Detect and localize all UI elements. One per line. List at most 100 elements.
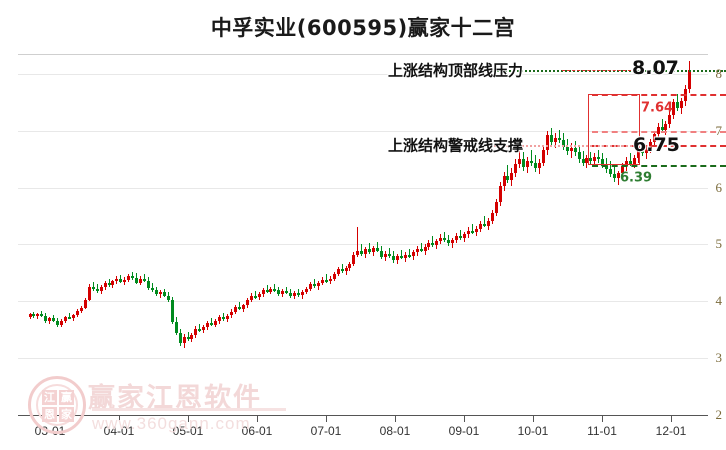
candle bbox=[455, 233, 459, 244]
candle-body bbox=[597, 156, 601, 160]
candle-body bbox=[150, 288, 154, 291]
gann-line-675 bbox=[592, 144, 726, 147]
candle-body bbox=[498, 186, 502, 203]
candle-body bbox=[182, 336, 186, 344]
candle bbox=[597, 150, 601, 163]
candle-body bbox=[332, 274, 336, 279]
candle-body bbox=[439, 237, 443, 242]
candle-body bbox=[490, 213, 494, 221]
candle bbox=[506, 164, 510, 184]
candle bbox=[613, 165, 617, 182]
candle-wick bbox=[298, 288, 300, 297]
candle-body bbox=[506, 176, 510, 180]
candle-body bbox=[253, 295, 257, 298]
candle-body bbox=[593, 156, 597, 162]
page-title: 中孚实业(600595)赢家十二宫 bbox=[210, 16, 516, 40]
candle bbox=[150, 283, 154, 293]
candle-wick bbox=[582, 151, 584, 166]
candle bbox=[538, 159, 542, 174]
candle-wick bbox=[325, 274, 327, 284]
candle-body bbox=[447, 240, 451, 244]
candle bbox=[198, 324, 202, 332]
candle bbox=[32, 311, 36, 319]
candle-body bbox=[75, 310, 79, 315]
candle-body bbox=[609, 169, 613, 174]
candle-body bbox=[147, 280, 150, 289]
candle bbox=[123, 277, 127, 286]
candle-wick bbox=[460, 229, 462, 240]
candle-body bbox=[107, 283, 111, 286]
candle-wick bbox=[369, 243, 371, 254]
x-axis-label-04-01: 04-01 bbox=[103, 424, 135, 438]
candle-body bbox=[613, 173, 617, 179]
candle bbox=[95, 284, 99, 294]
candle bbox=[399, 250, 403, 260]
candle-wick bbox=[400, 250, 402, 260]
candle bbox=[241, 303, 245, 312]
x-axis-tick-05-01 bbox=[188, 415, 189, 422]
gridline-3 bbox=[18, 358, 708, 360]
candle bbox=[680, 97, 684, 114]
candle bbox=[308, 281, 312, 292]
candle-body bbox=[415, 248, 419, 253]
candle bbox=[261, 287, 265, 297]
candle-body bbox=[123, 279, 127, 282]
candle-body bbox=[269, 288, 273, 292]
candle-body bbox=[577, 152, 581, 160]
candle-body bbox=[218, 317, 222, 322]
candle bbox=[640, 142, 644, 156]
candle bbox=[289, 288, 293, 298]
candle-wick bbox=[471, 223, 473, 235]
candle-body bbox=[99, 287, 103, 292]
x-axis-tick-04-01 bbox=[119, 415, 120, 422]
candle-body bbox=[676, 102, 680, 108]
candle-body bbox=[95, 288, 99, 292]
candle-body bbox=[79, 308, 83, 311]
candle-body bbox=[71, 314, 75, 319]
candle-wick bbox=[420, 243, 422, 253]
x-axis-label-05-01: 05-01 bbox=[172, 424, 204, 438]
x-axis-label-03-01: 03-01 bbox=[34, 424, 66, 438]
candle-body bbox=[233, 306, 237, 312]
candle bbox=[459, 229, 463, 240]
x-axis-tick-12-01 bbox=[671, 415, 672, 422]
x-axis-label-12-01: 12-01 bbox=[655, 424, 687, 438]
watermark-divider bbox=[92, 408, 286, 411]
candle-body bbox=[198, 328, 202, 331]
candle-body bbox=[569, 147, 573, 152]
candle-body bbox=[162, 292, 166, 296]
x-axis-tick-06-01 bbox=[257, 415, 258, 422]
candle bbox=[40, 310, 44, 318]
candle-body bbox=[380, 250, 384, 257]
candle-body bbox=[628, 161, 632, 164]
candle bbox=[320, 277, 324, 286]
candle-body bbox=[617, 172, 621, 179]
candle-body bbox=[36, 313, 40, 317]
candle-body bbox=[407, 254, 411, 257]
candle bbox=[364, 246, 368, 259]
candle-body bbox=[285, 291, 289, 294]
candle-wick bbox=[254, 291, 256, 300]
candle bbox=[545, 130, 549, 155]
candle-wick bbox=[444, 231, 446, 243]
candle bbox=[593, 153, 597, 168]
candle-wick bbox=[661, 119, 663, 134]
plot-area[interactable] bbox=[0, 54, 726, 422]
candle-body bbox=[111, 281, 115, 285]
candle-body bbox=[277, 290, 281, 294]
candle bbox=[376, 242, 380, 253]
candle bbox=[652, 130, 656, 147]
candle bbox=[194, 326, 198, 338]
candle-wick bbox=[286, 286, 288, 295]
candle-body bbox=[320, 279, 324, 284]
candle bbox=[415, 245, 419, 256]
candle-wick bbox=[211, 318, 213, 327]
candle bbox=[139, 276, 143, 286]
candle-body bbox=[526, 161, 530, 168]
gridline-4 bbox=[18, 301, 708, 303]
y-axis-label-4: 4 bbox=[715, 293, 723, 309]
candle bbox=[395, 253, 399, 264]
candle bbox=[257, 292, 261, 301]
candle-body bbox=[518, 159, 522, 164]
